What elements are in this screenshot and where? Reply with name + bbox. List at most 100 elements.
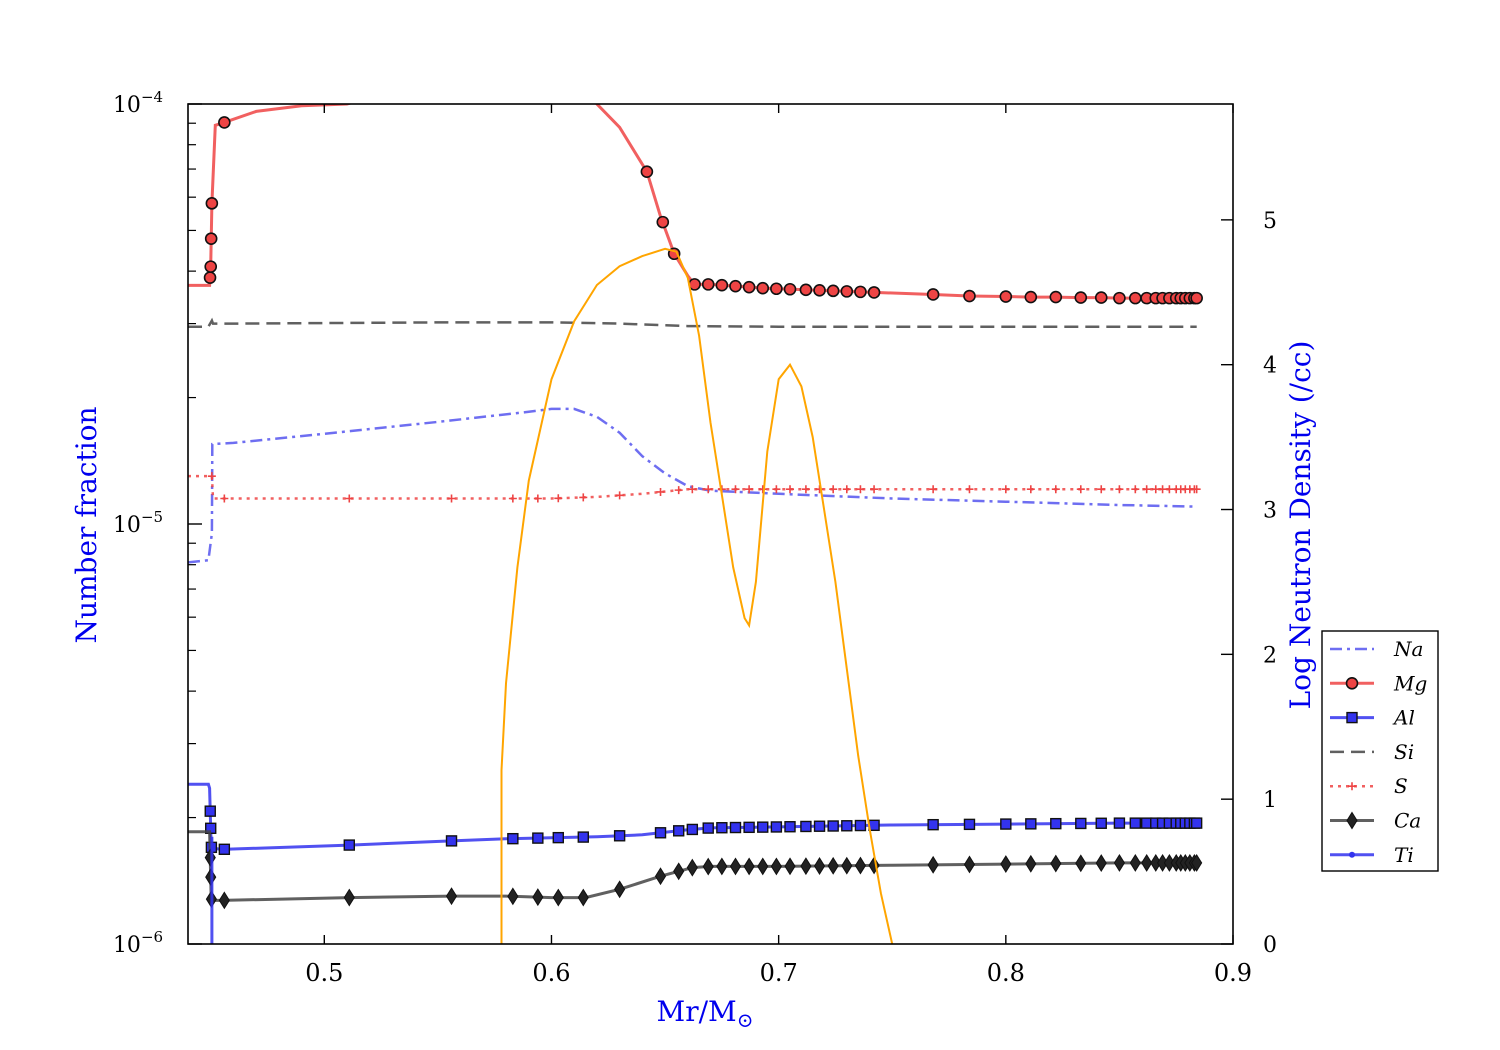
data-point-ca — [614, 880, 626, 899]
data-point-ca — [654, 867, 667, 886]
legend-marker — [1346, 711, 1358, 724]
data-point-s — [220, 494, 229, 503]
data-point-mg — [204, 232, 218, 245]
data-point-al — [1050, 817, 1062, 830]
data-point-al — [827, 820, 839, 832]
data-point-mg — [799, 283, 813, 297]
data-point-s — [965, 485, 974, 494]
data-point-s — [674, 486, 683, 495]
data-point-al — [841, 820, 853, 832]
data-point-s — [1165, 485, 1174, 494]
y-left-tick-label: 10−6 — [113, 928, 163, 958]
legend-entry-al: Al — [1330, 706, 1415, 730]
data-point-al — [716, 822, 728, 834]
legend-entry-si: Si — [1330, 740, 1414, 764]
data-point-ca — [784, 857, 796, 876]
y-right-tick-label: 0 — [1263, 933, 1277, 958]
data-point-ca — [1025, 854, 1037, 873]
legend-label: Ca — [1394, 809, 1421, 833]
data-point-mg — [756, 281, 770, 295]
data-point-mg — [826, 284, 840, 298]
legend-marker — [1346, 811, 1358, 830]
data-point-ca — [927, 855, 939, 874]
legend: Na Mg Al Si S Ca Ti — [1321, 630, 1439, 872]
data-point-s — [615, 491, 624, 500]
data-point-mg — [1049, 290, 1063, 304]
series-si — [188, 317, 1197, 328]
data-point-ca — [673, 862, 685, 881]
x-axis-label-sub: ⊙ — [737, 1008, 754, 1032]
data-point-mg — [1190, 291, 1203, 305]
legend-marker — [1349, 851, 1355, 858]
data-point-al — [204, 805, 216, 817]
data-point-s — [1142, 485, 1151, 494]
data-point-ca — [1000, 855, 1012, 874]
data-point-s — [1076, 485, 1085, 494]
data-point-s — [1131, 485, 1140, 494]
data-point-mg — [854, 285, 867, 299]
data-point-mg — [204, 260, 218, 273]
data-point-ca — [963, 855, 976, 874]
data-point-al — [757, 821, 769, 833]
data-point-ca — [1129, 853, 1141, 872]
data-point-al — [813, 820, 826, 832]
data-point-al — [613, 830, 626, 842]
x-tick-label: 0.5 — [305, 959, 343, 987]
data-point-mg — [218, 116, 231, 129]
data-point-s — [1158, 485, 1167, 494]
legend-label: Si — [1394, 740, 1414, 764]
y-right-tick-label: 3 — [1263, 499, 1277, 524]
data-point-ca — [702, 857, 714, 876]
data-point-s — [656, 487, 665, 496]
data-point-mg — [999, 290, 1013, 303]
legend-marker — [1348, 782, 1356, 791]
data-point-mg — [1074, 291, 1088, 304]
y-left-tick-label: 10−4 — [113, 88, 163, 118]
data-point-al — [507, 832, 519, 845]
x-tick-label: 0.7 — [760, 959, 798, 987]
data-point-mg — [715, 278, 729, 292]
series-line-s — [188, 474, 1197, 500]
data-point-al — [577, 831, 589, 843]
y-axis-right-label: Log Neutron Density (/cc) — [1284, 341, 1317, 710]
data-point-al — [1000, 818, 1012, 830]
data-point-mg — [1113, 291, 1126, 305]
data-point-al — [532, 832, 544, 844]
data-point-al — [654, 827, 667, 839]
data-point-mg — [1129, 291, 1142, 305]
data-point-al — [854, 819, 867, 832]
x-axis-label-main: Mr/M — [657, 995, 737, 1028]
data-point-ca — [577, 888, 589, 907]
series-line-al — [188, 782, 1197, 851]
series-line-si — [188, 317, 1197, 328]
data-point-ca — [343, 888, 355, 907]
data-point-mg — [729, 279, 742, 293]
data-point-ca — [507, 887, 519, 906]
data-point-al — [927, 818, 939, 831]
data-point-al — [1113, 817, 1126, 829]
data-point-s — [1001, 485, 1010, 494]
data-point-al — [686, 823, 699, 836]
data-point-ca — [532, 888, 544, 907]
data-point-al — [743, 821, 755, 834]
data-point-s — [801, 485, 810, 494]
data-point-al — [1129, 817, 1142, 829]
data-point-s — [554, 494, 563, 503]
data-point-ca — [716, 857, 728, 876]
data-point-s — [842, 485, 851, 494]
data-point-ca — [445, 887, 458, 906]
data-point-s — [704, 485, 713, 494]
legend-entry-na: Na — [1330, 637, 1423, 661]
data-point-mg — [640, 165, 654, 178]
data-point-s — [579, 493, 588, 502]
legend-marker — [1345, 676, 1359, 690]
data-point-s — [856, 485, 865, 494]
y-left-tick-label: 10−5 — [113, 508, 163, 538]
data-point-mg — [742, 280, 756, 294]
data-point-ca — [770, 857, 782, 876]
series-mg — [188, 104, 1203, 305]
data-point-al — [963, 818, 976, 831]
legend-entry-s: S — [1330, 774, 1408, 798]
data-point-s — [1026, 485, 1035, 494]
